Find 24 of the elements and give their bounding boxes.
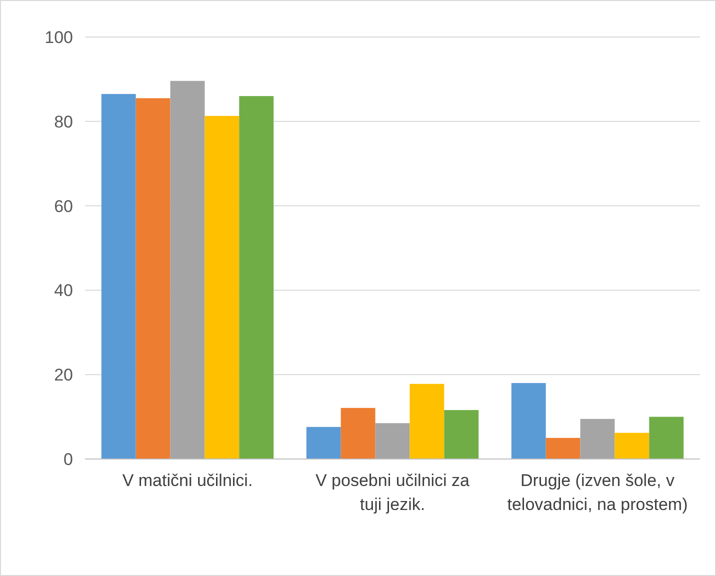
x-tick-label: V posebni učilnici za tuji jezik. xyxy=(315,471,470,514)
bar xyxy=(136,98,170,459)
bar xyxy=(170,80,205,459)
bar xyxy=(204,116,240,459)
y-tick-label: 80 xyxy=(54,112,73,132)
y-tick-label: 100 xyxy=(44,28,73,47)
bar xyxy=(375,423,410,459)
bar xyxy=(580,418,615,459)
bar xyxy=(340,408,376,459)
x-tick-label: V matični učilnici. xyxy=(122,471,253,490)
bar xyxy=(511,383,546,459)
y-tick-label: 0 xyxy=(64,450,73,469)
bar xyxy=(546,438,580,459)
x-tick-label: Drugje (izven šole, v telovadnici, na prostem) xyxy=(507,471,688,514)
y-tick-label: 60 xyxy=(54,196,73,216)
bar xyxy=(444,410,479,459)
y-tick-label: 40 xyxy=(54,281,73,300)
bar xyxy=(649,416,684,459)
y-tick-label: 20 xyxy=(54,366,73,385)
bar xyxy=(614,432,650,459)
bar xyxy=(306,426,341,459)
bar xyxy=(410,384,444,459)
bar xyxy=(101,94,136,459)
bar xyxy=(239,96,274,459)
